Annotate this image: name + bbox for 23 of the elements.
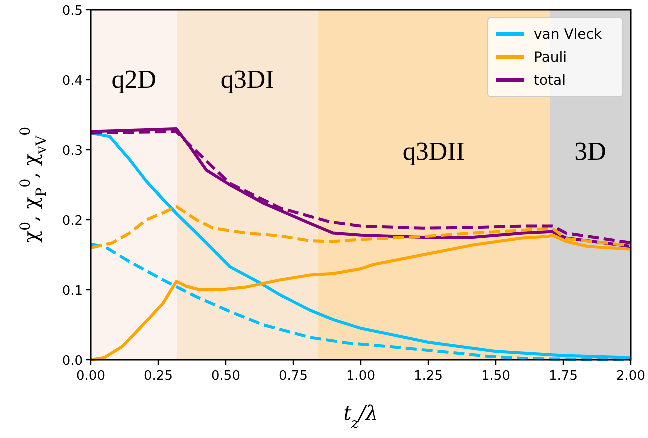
y-tick-label: 0.2 xyxy=(62,214,83,229)
x-tick-label: 0.00 xyxy=(76,369,106,384)
band-label: 3D xyxy=(574,137,606,166)
y-tick-label: 0.3 xyxy=(62,144,83,159)
x-tick-label: 1.25 xyxy=(414,369,443,384)
y-tick-label: 0.5 xyxy=(62,4,83,19)
band-label: q3DI xyxy=(220,65,274,94)
legend-label: Pauli xyxy=(534,50,568,66)
x-tick-label: 1.00 xyxy=(346,369,376,384)
y-tick-label: 0.0 xyxy=(62,354,83,369)
y-tick-label: 0.4 xyxy=(62,74,83,89)
x-tick-label: 0.50 xyxy=(212,369,240,384)
x-tick-label: 0.25 xyxy=(144,369,173,384)
x-axis-title: t$_{z}$/λ xyxy=(344,401,378,432)
legend-label: total xyxy=(534,73,566,89)
x-tick-label: 0.75 xyxy=(279,369,308,384)
band-label: q3DII xyxy=(402,137,465,166)
x-tick-label: 1.50 xyxy=(482,369,510,384)
band-label: q2D xyxy=(112,65,157,94)
legend-label: van Vleck xyxy=(534,27,603,43)
x-tick-label: 2.00 xyxy=(616,369,646,384)
y-tick-label: 0.1 xyxy=(62,284,83,299)
x-tick-label: 1.75 xyxy=(549,369,578,384)
